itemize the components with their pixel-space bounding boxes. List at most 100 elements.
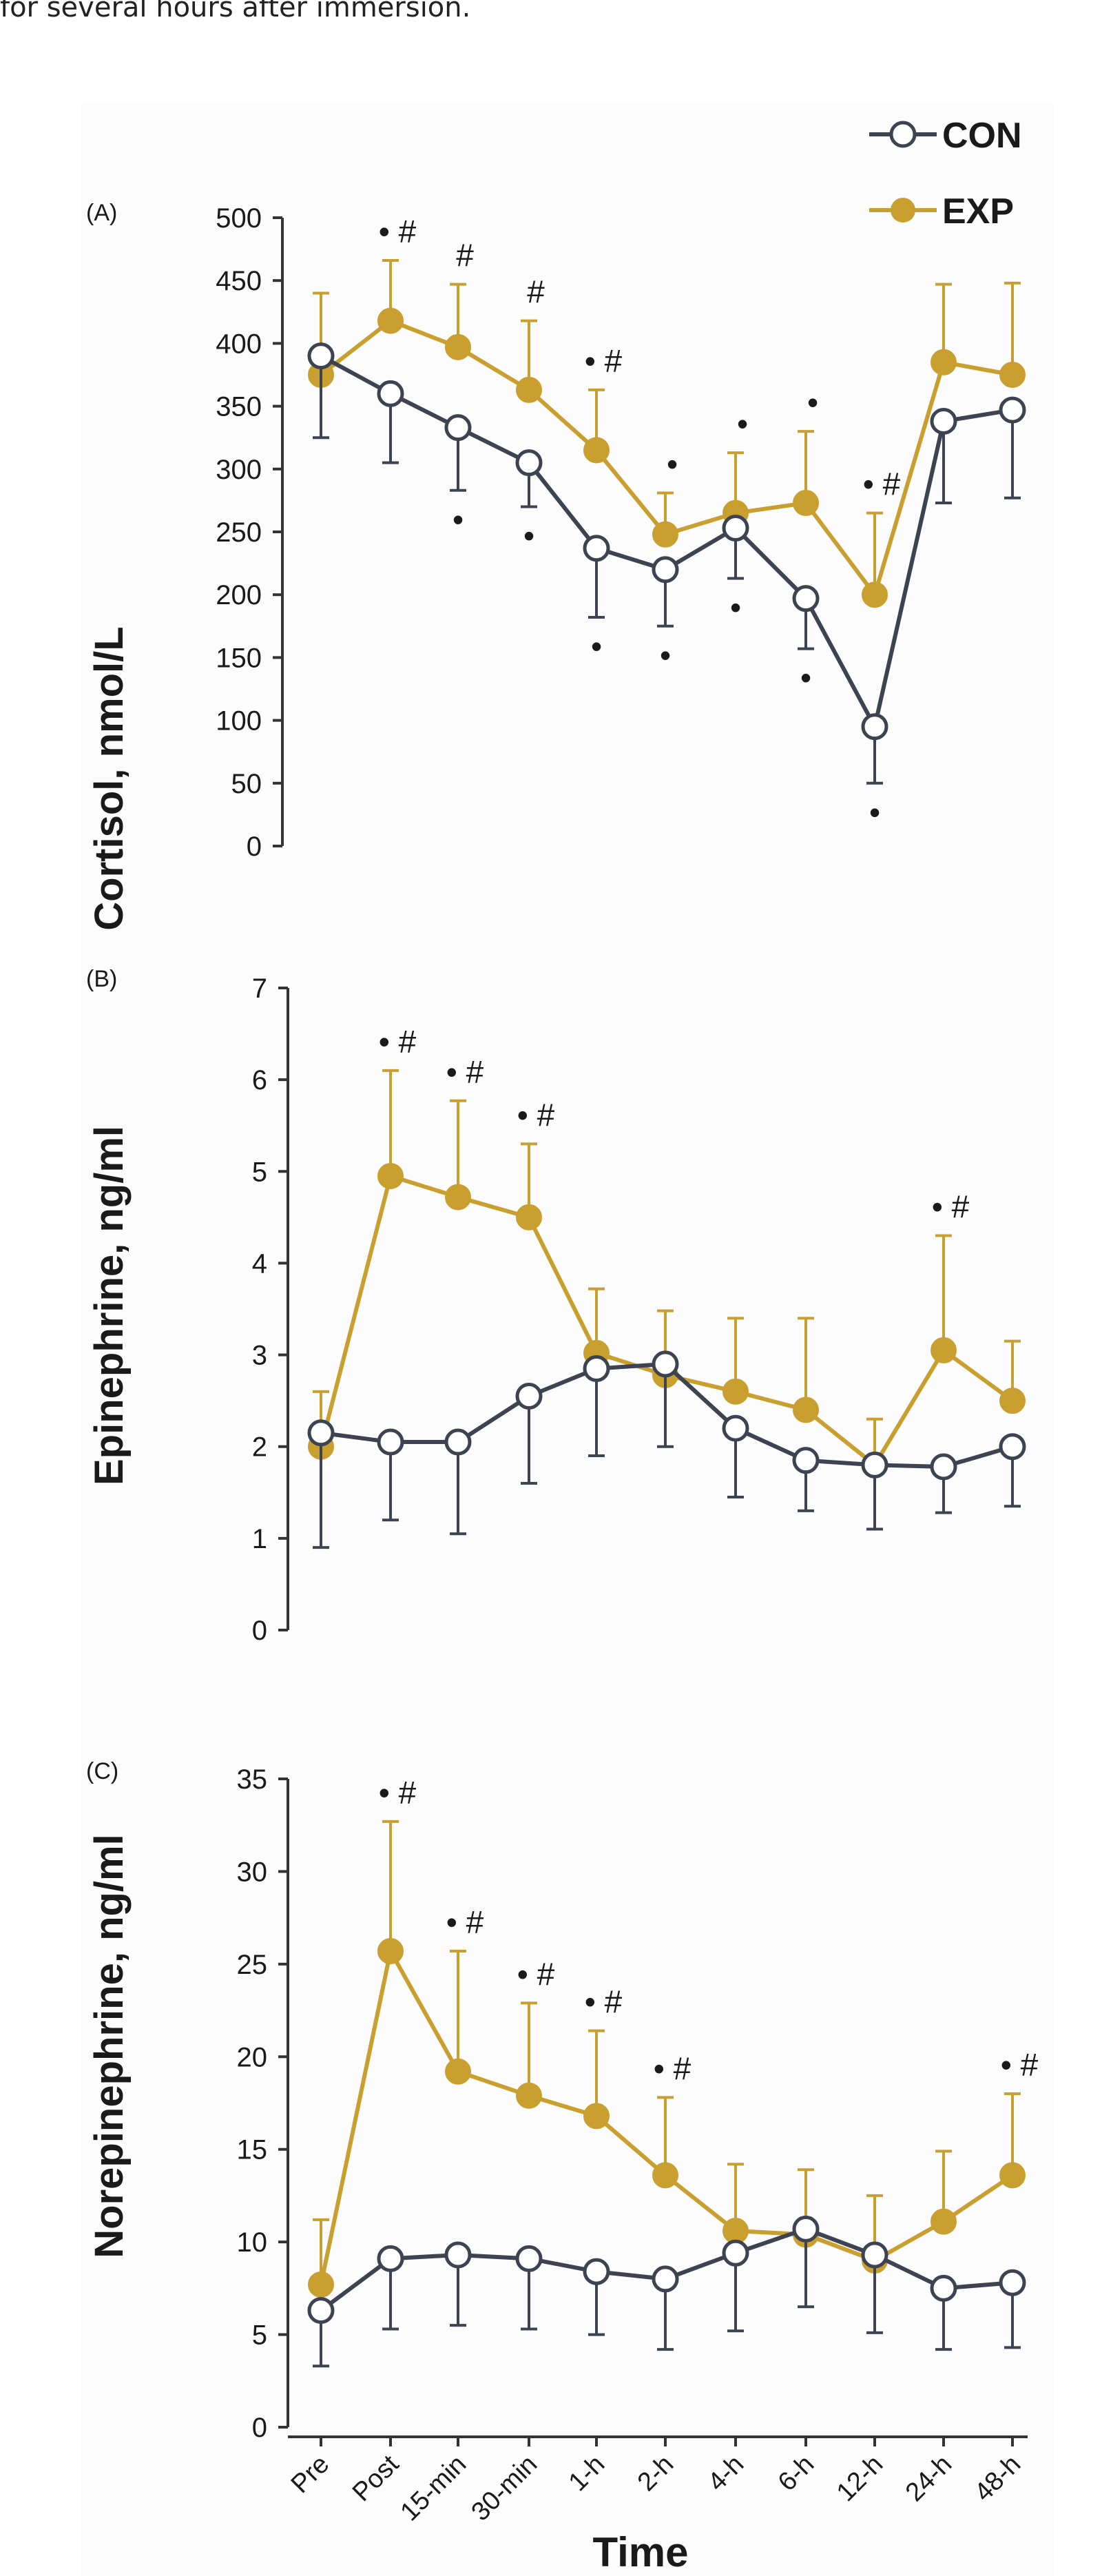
data-point xyxy=(652,2162,678,2189)
data-point xyxy=(445,333,471,360)
y-tick-label: 450 xyxy=(216,266,262,296)
chart-panel-a: (A) Cortisol, nmol/L 0 50 100 150 200 250 300 350… xyxy=(86,200,1026,931)
data-point xyxy=(861,713,888,741)
data-point xyxy=(930,407,957,435)
y-tick-label: 3 xyxy=(252,1341,267,1371)
data-point xyxy=(999,2269,1026,2296)
y-tick-label: 7 xyxy=(252,973,267,1004)
chart-panel-c: (C) Norepinephrine, ng/ml 0 5 10 15 20 25 30 35 Pr… xyxy=(86,1758,1039,2526)
series-con xyxy=(307,2215,1026,2368)
y-tick-label: 35 xyxy=(237,1764,268,1795)
series-con xyxy=(307,1350,1026,1549)
data-point xyxy=(722,2218,749,2245)
y-tick-label: 50 xyxy=(231,769,262,799)
figure-caption-fragment: for several hours after immersion. xyxy=(0,0,471,23)
data-point xyxy=(792,2215,820,2243)
y-tick-label: 0 xyxy=(252,2413,267,2443)
data-point xyxy=(583,535,610,562)
y-tick-label: 5 xyxy=(252,2320,267,2351)
data-point xyxy=(722,2239,749,2267)
significance-marker-above: • xyxy=(667,446,678,482)
x-tick-label: Post xyxy=(347,2449,405,2507)
significance-marker-below: • xyxy=(800,660,811,696)
charts: (A)Cortisol, nmol/L 050100150200250300350… xyxy=(86,200,1039,2526)
data-point xyxy=(931,349,957,375)
y-tick-label: 300 xyxy=(216,455,262,485)
x-tick-label: 4-h xyxy=(703,2450,750,2497)
significance-marker-above: • # xyxy=(446,1054,484,1090)
data-point xyxy=(861,1451,888,1478)
data-point xyxy=(377,1428,404,1456)
significance-marker-above: # xyxy=(456,238,474,274)
data-point xyxy=(307,2297,335,2325)
data-point xyxy=(793,1397,819,1423)
significance-marker-above: • # xyxy=(932,1188,970,1224)
y-axis-title: Cortisol, nmol/L xyxy=(87,626,132,930)
data-point xyxy=(516,2082,542,2109)
data-point xyxy=(445,2058,471,2085)
data-point xyxy=(652,1350,679,1378)
x-tick-label: 6-h xyxy=(773,2450,820,2497)
y-tick-label: 2 xyxy=(252,1432,267,1463)
significance-marker-above: • # xyxy=(863,466,901,502)
data-point xyxy=(861,2241,888,2269)
x-tick-label: 30-min xyxy=(466,2450,543,2527)
legend: CON EXP xyxy=(869,116,1022,231)
data-point xyxy=(792,585,820,612)
data-point xyxy=(652,556,679,584)
data-point xyxy=(377,1162,404,1189)
data-point xyxy=(515,1382,543,1410)
data-point xyxy=(583,1355,610,1383)
y-tick-label: 25 xyxy=(237,1950,268,1980)
significance-marker-above: • # xyxy=(379,214,417,249)
data-point xyxy=(583,437,610,464)
data-point xyxy=(792,1447,820,1474)
significance-marker-below: • xyxy=(453,502,464,537)
data-point xyxy=(930,2274,957,2302)
data-point xyxy=(444,2241,472,2269)
figure-panel xyxy=(81,103,1054,2576)
x-tick-label: 2-h xyxy=(632,2450,680,2497)
x-tick-label: 1-h xyxy=(563,2450,611,2497)
data-point xyxy=(931,1337,957,1363)
legend-marker xyxy=(889,121,917,148)
y-tick-label: 30 xyxy=(237,1857,268,1887)
legend-label: EXP xyxy=(942,192,1014,231)
significance-marker-above: • # xyxy=(379,1024,417,1060)
significance-marker-above: • # xyxy=(585,343,623,379)
data-point xyxy=(377,307,404,334)
data-point xyxy=(999,396,1026,424)
data-point xyxy=(516,1204,542,1230)
data-point xyxy=(444,414,472,442)
data-point xyxy=(862,581,888,608)
y-tick-label: 6 xyxy=(252,1065,267,1095)
data-point xyxy=(652,2265,679,2293)
series-exp xyxy=(308,259,1026,608)
data-point xyxy=(793,490,819,517)
data-point xyxy=(583,2103,610,2130)
data-point xyxy=(445,1184,471,1210)
data-point xyxy=(515,2245,543,2272)
data-point xyxy=(930,1453,957,1481)
significance-marker-above: • xyxy=(807,384,818,420)
x-tick-label: 24-h xyxy=(900,2450,957,2507)
data-point xyxy=(999,362,1026,388)
significance-marker-above: • # xyxy=(379,1775,417,1811)
data-point xyxy=(307,1419,335,1447)
y-tick-label: 5 xyxy=(252,1157,267,1187)
data-point xyxy=(999,1433,1026,1461)
panel-label: (C) xyxy=(86,1758,118,1784)
y-tick-label: 500 xyxy=(216,203,262,234)
y-tick-label: 4 xyxy=(252,1248,267,1279)
data-point xyxy=(308,2271,334,2298)
data-point xyxy=(931,2208,957,2235)
x-tick-label: Pre xyxy=(286,2450,335,2500)
legend-item-exp: EXP xyxy=(869,192,1014,231)
significance-marker-below: • xyxy=(869,794,880,830)
y-tick-label: 10 xyxy=(237,2227,268,2258)
y-tick-label: 100 xyxy=(216,706,262,736)
data-point xyxy=(444,1428,472,1456)
y-tick-label: 0 xyxy=(247,832,262,862)
data-point xyxy=(307,342,335,370)
y-tick-label: 200 xyxy=(216,580,262,610)
